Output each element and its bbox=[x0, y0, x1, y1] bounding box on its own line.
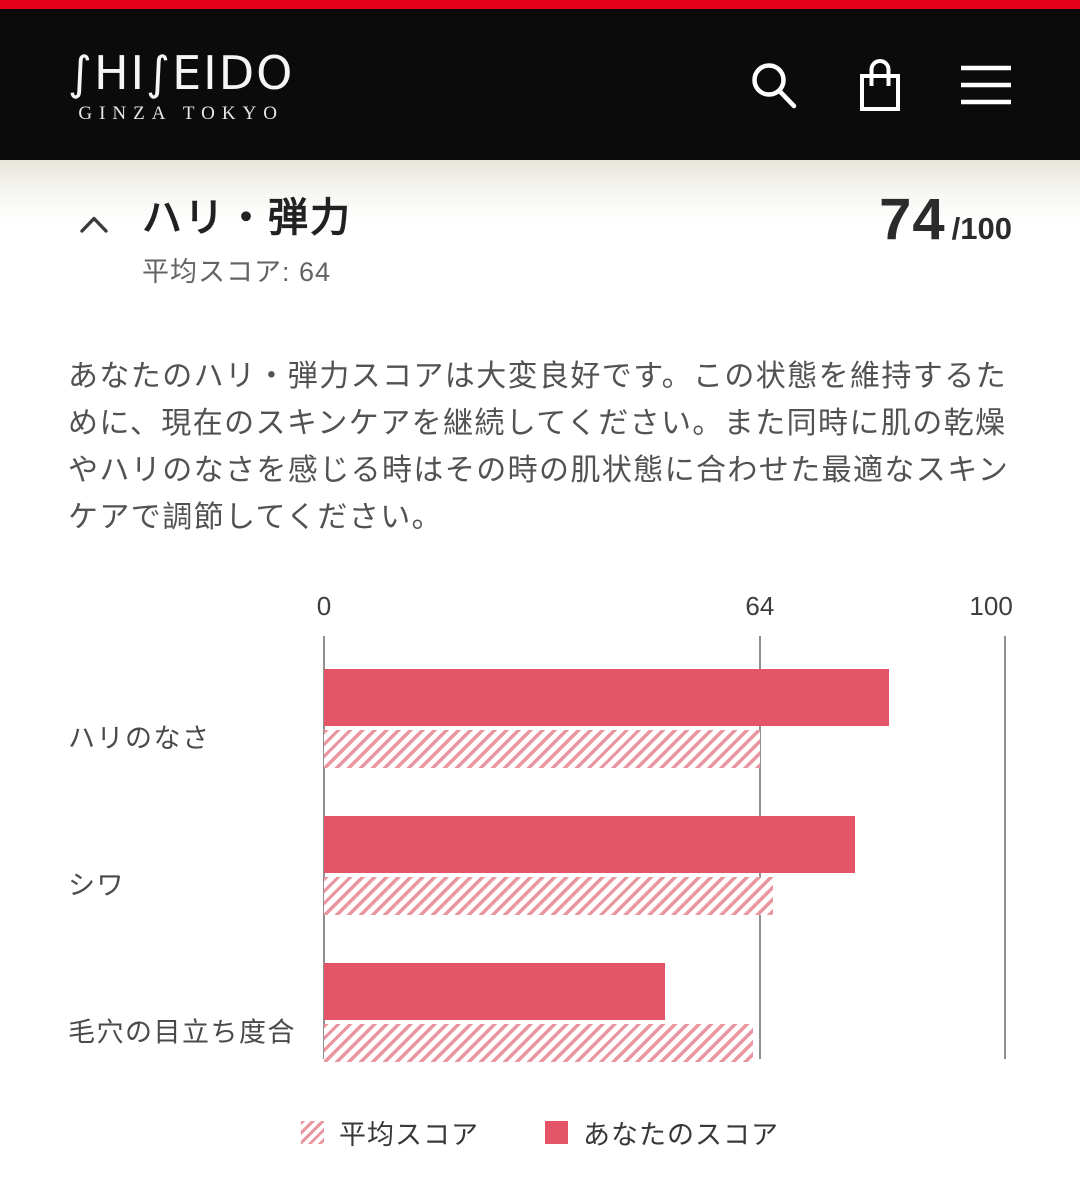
category-label-0: ハリのなさ bbox=[68, 723, 211, 754]
tick-label-0: 0 bbox=[316, 591, 332, 621]
bar-average-score bbox=[324, 730, 760, 768]
legend-item-yours: あなたのスコア bbox=[545, 1113, 779, 1152]
axis-labels: 0 64 100 bbox=[317, 591, 1013, 621]
bar-group-0 bbox=[324, 669, 1005, 768]
category-label-1: シワ bbox=[68, 870, 125, 901]
top-accent-strip bbox=[0, 0, 1080, 9]
bar-your-score bbox=[324, 669, 890, 726]
search-icon[interactable] bbox=[748, 57, 800, 113]
bar-group-2 bbox=[324, 963, 1005, 1062]
score-value: 74 bbox=[879, 187, 946, 252]
bar-your-score bbox=[324, 816, 856, 873]
plot-area bbox=[323, 636, 1006, 1062]
legend-label-yours: あなたのスコア bbox=[583, 1120, 779, 1150]
legend-label-average: 平均スコア bbox=[339, 1120, 479, 1150]
average-score-swatch-icon bbox=[301, 1121, 324, 1144]
site-header: ∫HI∫EIDO GINZA TOKYO bbox=[0, 9, 1080, 160]
bar-average-score bbox=[324, 877, 774, 915]
legend-item-average: 平均スコア bbox=[301, 1113, 479, 1152]
bar-your-score bbox=[324, 963, 665, 1020]
your-score-swatch-icon bbox=[545, 1121, 568, 1144]
average-score-label: 平均スコア: 64 bbox=[142, 257, 332, 287]
chevron-up-icon[interactable] bbox=[80, 215, 108, 233]
bar-average-score bbox=[324, 1024, 754, 1062]
header-icons bbox=[748, 57, 1012, 113]
bar-group-1 bbox=[324, 816, 1005, 915]
chart-legend: 平均スコア あなたのスコア bbox=[0, 1113, 1080, 1152]
shiseido-logo[interactable]: ∫HI∫EIDO GINZA TOKYO bbox=[68, 44, 294, 125]
tick-label-100: 100 bbox=[969, 591, 1013, 621]
score-chart: 0 64 100 ハリのなさシワ毛穴の目立ち度合 bbox=[0, 591, 1080, 1069]
shiseido-logo-text: ∫HI∫EIDO bbox=[68, 46, 295, 100]
category-label-2: 毛穴の目立ち度合 bbox=[68, 1017, 296, 1048]
shopping-bag-icon[interactable] bbox=[854, 57, 906, 113]
page-title: ハリ・弾力 bbox=[142, 196, 352, 240]
score-denominator: /100 bbox=[951, 211, 1012, 246]
menu-icon[interactable] bbox=[960, 57, 1012, 113]
shiseido-logo-subtitle: GINZA TOKYO bbox=[78, 103, 284, 124]
gridline-100 bbox=[1004, 636, 1006, 1059]
score-description: あなたのハリ・弾力スコアは大変良好です。この状態を維持するために、現在のスキンケ… bbox=[68, 360, 1010, 534]
score-display: 74 /100 bbox=[879, 186, 1012, 253]
tick-label-64: 64 bbox=[745, 591, 775, 621]
score-section: ハリ・弾力 平均スコア: 64 74 /100 bbox=[0, 160, 1080, 289]
